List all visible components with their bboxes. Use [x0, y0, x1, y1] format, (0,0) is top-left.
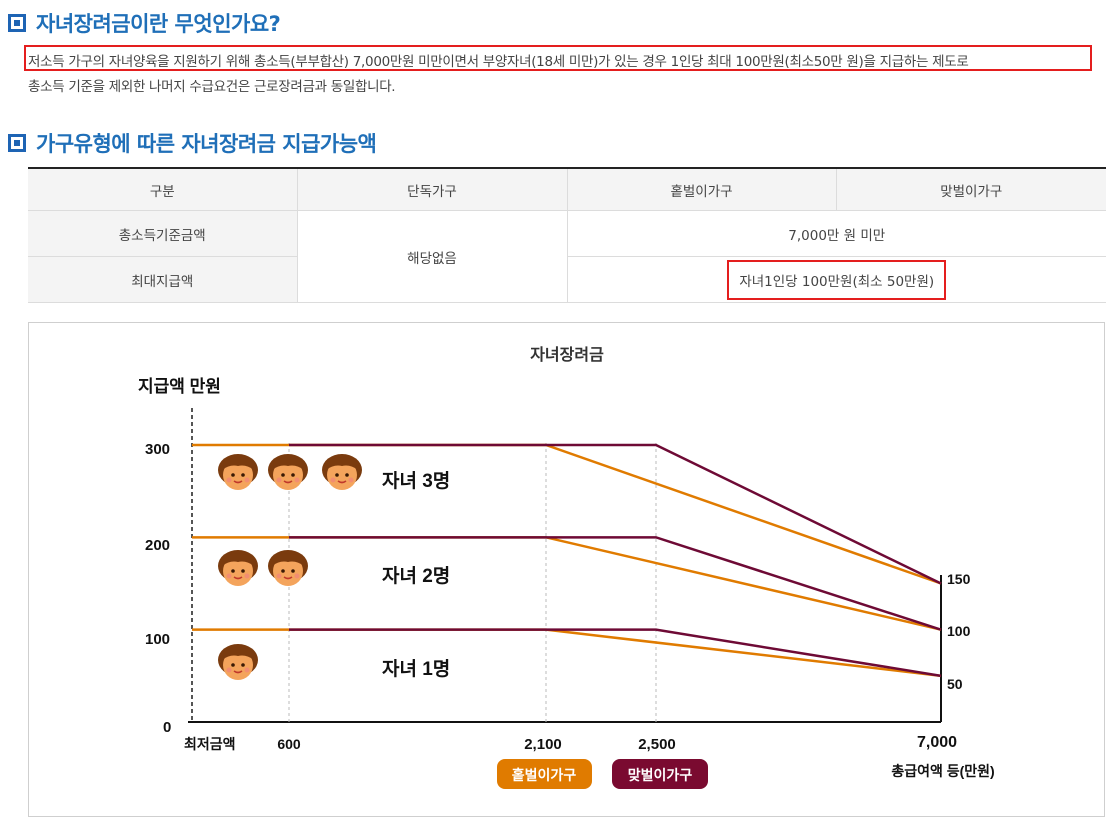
- row-label-income-limit: 총소득기준금액: [28, 210, 298, 257]
- chart-frame: [28, 322, 1105, 817]
- x-axis-label: 총급여액 등(만원): [891, 763, 994, 779]
- x-tick-label: 2,100: [524, 736, 562, 753]
- table-header-dual-income: 맞벌이가구: [836, 167, 1106, 211]
- max-amount-cell: 자녀1인당 100만원(최소 50만원): [567, 256, 1106, 303]
- x-tick-label: 600: [277, 736, 301, 752]
- child-face-icon: [217, 453, 259, 491]
- row-label-max-amount: 최대지급액: [28, 256, 298, 303]
- right-tick-label: 50: [947, 676, 963, 692]
- section-title-text: 가구유형에 따른 자녀장려금 지급가능액: [36, 132, 377, 156]
- legend-dual-income: 맞벌이가구: [612, 759, 708, 789]
- right-tick-label: 100: [947, 623, 971, 639]
- legend-label: 맞벌이가구: [628, 767, 693, 783]
- dual-income-line-1-children: [289, 628, 942, 678]
- y-tick-label: 100: [145, 631, 170, 648]
- child-label-1: 자녀 1명: [382, 658, 450, 680]
- square-bullet-icon: [8, 134, 26, 152]
- section-title-payment-by-household: 가구유형에 따른 자녀장려금 지급가능액: [8, 128, 377, 158]
- child-label-2: 자녀 2명: [382, 565, 450, 587]
- single-income-line-2-children: [192, 536, 942, 631]
- description-highlight-box: [24, 45, 1092, 71]
- table-header-category: 구분: [28, 167, 298, 211]
- child-face-icon: [217, 643, 259, 681]
- description-line-2: 총소득 기준을 제외한 나머지 수급요건은 근로장려금과 동일합니다.: [28, 79, 396, 95]
- table-header-single: 단독가구: [297, 167, 568, 211]
- legend-label: 홑벌이가구: [512, 767, 577, 783]
- y-axis-label: 지급액 만원: [138, 377, 221, 396]
- x-tick-label: 2,500: [638, 736, 676, 753]
- child-face-icon: [267, 453, 309, 491]
- child-face-icon: [267, 549, 309, 587]
- section-title-text: 자녀장려금이란 무엇인가요?: [36, 12, 281, 36]
- child-face-icon: [321, 453, 363, 491]
- income-limit-value: 7,000만 원 미만: [567, 210, 1106, 257]
- payment-table: 구분 단독가구 홑벌이가구 맞벌이가구 총소득기준금액 해당없음 7,000만 …: [28, 167, 1106, 303]
- y-tick-label: 300: [145, 441, 170, 458]
- square-bullet-icon: [8, 14, 26, 32]
- dual-income-line-3-children: [289, 443, 942, 585]
- right-tick-label: 150: [947, 571, 971, 587]
- chart-title: 자녀장려금: [530, 346, 604, 364]
- table-row: 총소득기준금액 해당없음 7,000만 원 미만: [28, 210, 1106, 303]
- single-income-line-1-children: [192, 628, 942, 678]
- child-label-3: 자녀 3명: [382, 470, 450, 492]
- section-title-child-incentive: 자녀장려금이란 무엇인가요?: [8, 8, 281, 38]
- table-header-single-income: 홑벌이가구: [567, 167, 837, 211]
- dual-income-line-2-children: [289, 536, 942, 631]
- table-header-row: 구분 단독가구 홑벌이가구 맞벌이가구: [28, 167, 1106, 211]
- legend-single-income: 홑벌이가구: [497, 759, 592, 789]
- x-tick-label: 최저금액: [184, 736, 236, 752]
- max-amount-value: 자녀1인당 100만원(최소 50만원): [727, 259, 947, 300]
- description-line-1: 저소득 가구의 자녀양육을 지원하기 위해 총소득(부부합산) 7,000만원 …: [28, 54, 969, 70]
- child-face-icon: [217, 549, 259, 587]
- table-row: 최대지급액 자녀1인당 100만원(최소 50만원): [28, 256, 1106, 303]
- x-tick-label: 7,000: [917, 734, 957, 751]
- y-tick-label: 0: [163, 719, 171, 736]
- y-tick-label: 200: [145, 537, 170, 554]
- single-household-value: 해당없음: [297, 210, 568, 303]
